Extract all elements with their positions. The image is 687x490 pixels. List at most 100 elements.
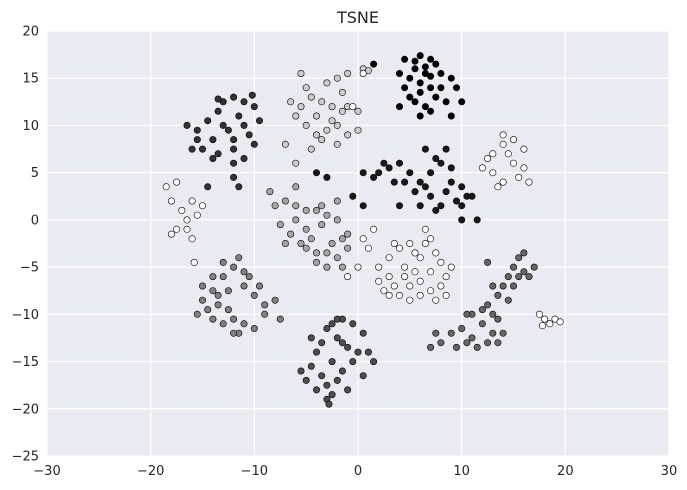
data-point — [530, 263, 538, 271]
data-point — [323, 324, 331, 332]
data-point — [370, 173, 378, 181]
data-point — [312, 131, 320, 139]
data-point — [333, 74, 341, 82]
data-point — [328, 320, 336, 328]
data-point — [297, 367, 305, 375]
data-point — [271, 296, 279, 304]
data-point — [199, 296, 207, 304]
data-point — [344, 131, 352, 139]
data-point — [515, 273, 523, 281]
data-point — [193, 136, 201, 144]
data-point — [395, 159, 403, 167]
y-tick-label: 5 — [31, 166, 39, 181]
data-point — [509, 282, 517, 290]
data-point — [380, 159, 388, 167]
data-point — [463, 310, 471, 318]
data-point — [240, 268, 248, 276]
data-point — [344, 343, 352, 351]
data-point — [515, 173, 523, 181]
data-point — [484, 339, 492, 347]
data-point — [354, 126, 362, 134]
data-point — [401, 55, 409, 63]
data-point — [312, 249, 320, 257]
data-point — [297, 70, 305, 78]
x-tick-label: 20 — [557, 464, 574, 479]
data-point — [538, 322, 546, 330]
data-point — [183, 225, 191, 233]
data-point — [473, 216, 481, 224]
y-tick-label: 20 — [22, 25, 39, 40]
data-point — [224, 126, 232, 134]
data-point — [162, 183, 170, 191]
data-point — [323, 173, 331, 181]
data-point — [230, 173, 238, 181]
data-point — [411, 65, 419, 73]
data-point — [489, 169, 497, 177]
data-point — [390, 178, 398, 186]
data-point — [437, 339, 445, 347]
data-point — [199, 282, 207, 290]
data-point — [515, 254, 523, 262]
data-point — [427, 343, 435, 351]
data-point — [437, 202, 445, 210]
data-point — [447, 74, 455, 82]
data-point — [193, 211, 201, 219]
data-point — [359, 235, 367, 243]
data-point — [421, 63, 429, 71]
data-point — [333, 376, 341, 384]
data-point — [193, 310, 201, 318]
data-point — [370, 225, 378, 233]
data-point — [235, 254, 243, 262]
data-point — [240, 282, 248, 290]
data-point — [214, 301, 222, 309]
data-point — [323, 126, 331, 134]
data-point — [307, 93, 315, 101]
data-point — [209, 287, 217, 295]
data-point — [219, 121, 227, 129]
data-point — [421, 225, 429, 233]
data-point — [489, 282, 497, 290]
data-point — [427, 55, 435, 63]
data-point — [364, 348, 372, 356]
data-point — [458, 98, 466, 106]
data-point — [318, 372, 326, 380]
data-point — [525, 273, 533, 281]
data-point — [230, 145, 238, 153]
data-point — [312, 348, 320, 356]
data-point — [276, 221, 284, 229]
data-point — [489, 310, 497, 318]
data-point — [427, 268, 435, 276]
data-point — [401, 178, 409, 186]
data-point — [261, 301, 269, 309]
data-point — [478, 320, 486, 328]
y-tick-label: 0 — [31, 213, 39, 228]
data-point — [333, 197, 341, 205]
data-point — [333, 254, 341, 262]
data-point — [318, 221, 326, 229]
data-point — [395, 291, 403, 299]
data-point — [167, 230, 175, 238]
data-point — [328, 240, 336, 248]
data-point — [333, 140, 341, 148]
data-point — [318, 136, 326, 144]
data-point — [250, 324, 258, 332]
y-tick-label: −5 — [20, 261, 39, 276]
data-point — [349, 103, 357, 111]
data-point — [489, 329, 497, 337]
data-point — [349, 192, 357, 200]
data-point — [447, 329, 455, 337]
data-point — [359, 202, 367, 210]
data-point — [266, 188, 274, 196]
data-point — [297, 240, 305, 248]
data-point — [328, 117, 336, 125]
data-point — [307, 145, 315, 153]
y-tick-labels: −25 −20 −15 −10 −5 0 5 10 15 20 — [12, 25, 39, 465]
data-point — [364, 244, 372, 252]
data-point — [375, 263, 383, 271]
y-tick-label: 10 — [22, 119, 39, 134]
data-point — [245, 131, 253, 139]
data-point — [230, 263, 238, 271]
data-point — [302, 376, 310, 384]
data-point — [452, 343, 460, 351]
data-point — [447, 112, 455, 120]
